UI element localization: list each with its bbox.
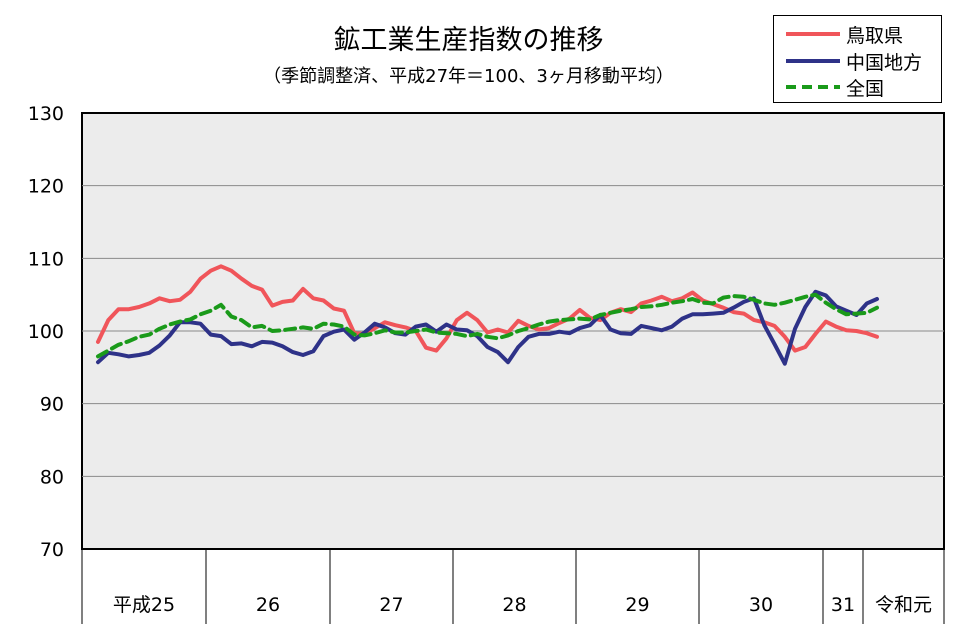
legend-item-zenkoku: 全国 — [784, 74, 884, 100]
legend-swatch-zenkoku — [786, 85, 840, 89]
x-year-label: 平成25 — [113, 594, 175, 616]
y-tick-label: 100 — [28, 321, 64, 343]
legend-label-chugoku: 中国地方 — [846, 51, 923, 74]
legend-item-tottori: 鳥取県 — [784, 21, 903, 47]
gridlines — [82, 185, 944, 477]
y-tick-label: 120 — [28, 176, 64, 198]
x-year-label: 31 — [831, 594, 855, 616]
y-tick-label: 70 — [40, 539, 64, 561]
legend-swatch-tottori — [786, 32, 840, 36]
y-tick-label: 80 — [40, 466, 64, 488]
x-axis: 平成25 26 27 28 29 30 31 令和元 — [81, 549, 945, 624]
chart-title: 鉱工業生産指数の推移 — [333, 25, 604, 56]
y-tick-label: 90 — [40, 394, 64, 416]
legend-swatch-chugoku — [786, 59, 840, 63]
chart-subtitle: （季節調整済、平成27年＝100、3ヶ月移動平均） — [263, 66, 674, 87]
x-year-label: 30 — [749, 594, 773, 616]
x-year-label: 29 — [625, 594, 649, 616]
y-axis: 130 120 110 100 90 80 70 — [28, 103, 64, 561]
legend-label-zenkoku: 全国 — [846, 77, 885, 100]
legend-item-chugoku: 中国地方 — [784, 48, 922, 74]
series-line-2 — [96, 292, 879, 359]
legend-label-tottori: 鳥取県 — [846, 24, 904, 47]
x-year-label: 26 — [256, 594, 280, 616]
x-year-label: 27 — [379, 594, 403, 616]
series-lines — [96, 264, 879, 366]
y-tick-label: 130 — [28, 103, 64, 125]
series-line-0 — [96, 264, 879, 353]
y-tick-label: 110 — [28, 248, 64, 270]
legend: 鳥取県 中国地方 全国 — [773, 15, 942, 103]
x-year-label: 令和元 — [875, 594, 932, 616]
series-line-1 — [96, 289, 879, 366]
x-year-label: 28 — [502, 594, 526, 616]
